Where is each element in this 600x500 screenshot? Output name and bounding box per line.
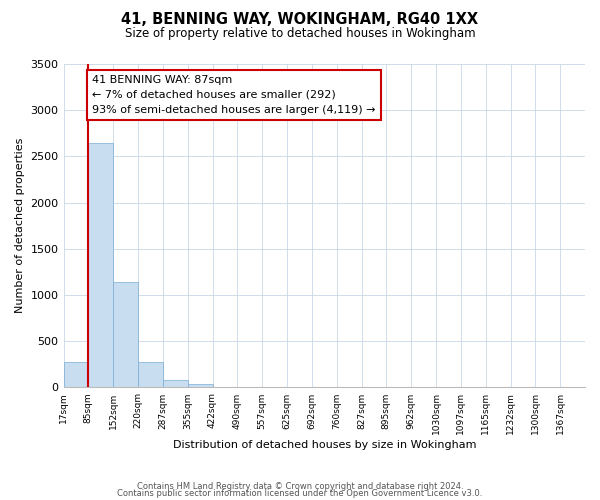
Text: Size of property relative to detached houses in Wokingham: Size of property relative to detached ho… [125, 28, 475, 40]
Text: Contains public sector information licensed under the Open Government Licence v3: Contains public sector information licen… [118, 490, 482, 498]
Bar [88, 142, 113, 388]
X-axis label: Distribution of detached houses by size in Wokingham: Distribution of detached houses by size … [173, 440, 476, 450]
Bar [64, 362, 88, 388]
Text: 41, BENNING WAY, WOKINGHAM, RG40 1XX: 41, BENNING WAY, WOKINGHAM, RG40 1XX [121, 12, 479, 28]
Bar [113, 282, 138, 388]
Text: Contains HM Land Registry data © Crown copyright and database right 2024.: Contains HM Land Registry data © Crown c… [137, 482, 463, 491]
Text: 41 BENNING WAY: 87sqm
← 7% of detached houses are smaller (292)
93% of semi-deta: 41 BENNING WAY: 87sqm ← 7% of detached h… [92, 75, 376, 114]
Bar [163, 380, 188, 388]
Bar [188, 384, 212, 388]
Y-axis label: Number of detached properties: Number of detached properties [15, 138, 25, 314]
Bar [138, 362, 163, 388]
